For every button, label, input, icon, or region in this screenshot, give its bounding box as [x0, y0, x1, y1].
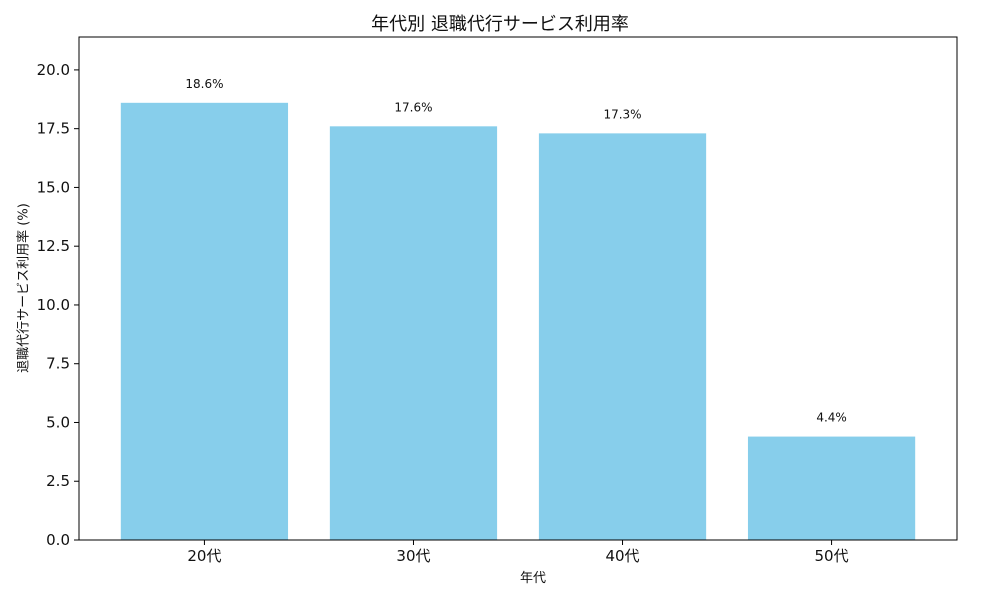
y-tick-label: 2.5 [46, 472, 70, 490]
bar-1 [329, 126, 498, 541]
y-tick-label: 17.5 [37, 120, 70, 138]
x-axis-title: 年代 [519, 571, 546, 586]
y-tick-label: 5.0 [46, 413, 70, 431]
y-axis-ticks: 0.0 2.5 5.0 7.5 10.0 12.5 15.0 17.5 20.0 [37, 61, 79, 549]
x-tick-label: 40代 [605, 547, 639, 565]
y-tick-label: 20.0 [37, 61, 70, 79]
bar-value-label: 17.6% [394, 100, 432, 114]
y-tick-label: 7.5 [46, 355, 70, 373]
x-tick-label: 30代 [396, 547, 430, 565]
value-labels-group: 18.6% 17.6% 17.3% 4.4% [185, 77, 846, 425]
y-tick-label: 12.5 [37, 237, 70, 255]
bar-value-label: 18.6% [185, 77, 223, 91]
bar-value-label: 17.3% [603, 107, 641, 121]
x-tick-label: 50代 [815, 547, 849, 565]
bar-value-label: 4.4% [816, 411, 847, 425]
plot-frame [78, 36, 958, 541]
bar-0 [120, 102, 289, 541]
bar-2 [538, 133, 707, 541]
y-tick-label: 0.0 [46, 531, 70, 549]
x-tick-label: 20代 [187, 547, 221, 565]
bars-group [120, 102, 916, 541]
bar-3 [747, 436, 916, 540]
y-tick-label: 10.0 [37, 296, 70, 314]
chart-title: 年代別 退職代行サービス利用率 [371, 14, 629, 35]
x-axis-ticks: 20代 30代 40代 50代 [187, 540, 849, 565]
y-tick-label: 15.0 [37, 178, 70, 196]
